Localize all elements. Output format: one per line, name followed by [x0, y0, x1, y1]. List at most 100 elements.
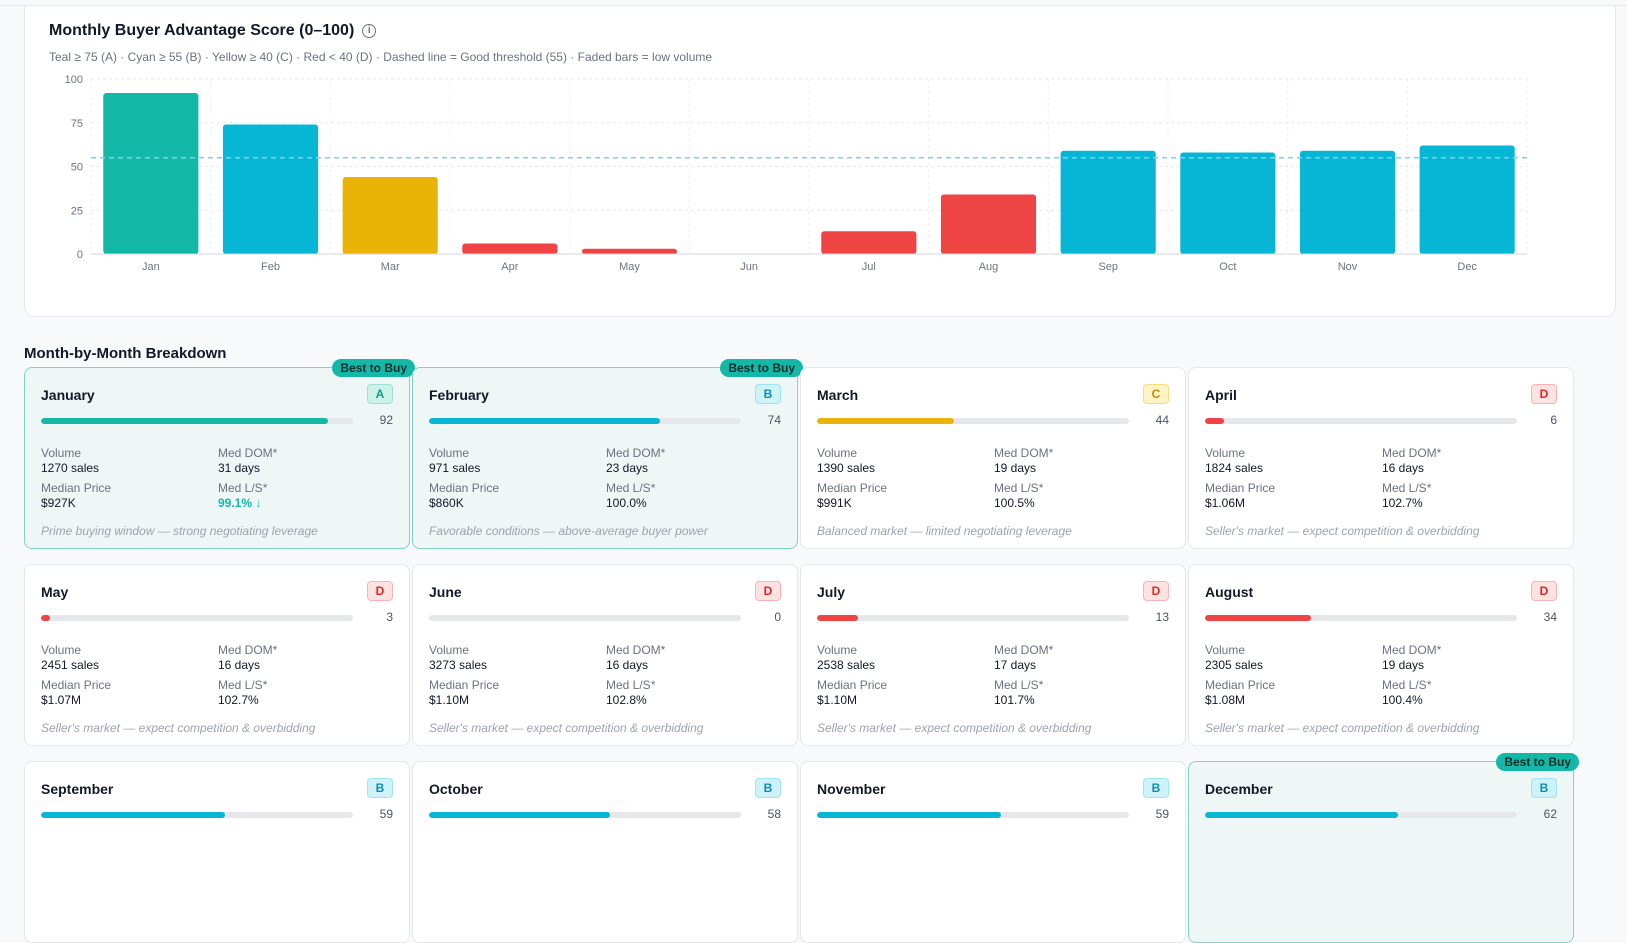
volume-label: Volume: [817, 446, 858, 460]
month-card-june[interactable]: June D 0 Volume 3273 sales Med DOM* 16 days Med…: [412, 564, 798, 746]
volume-label: Volume: [429, 446, 470, 460]
dom-value: 31 days: [218, 461, 261, 475]
volume-value: 1824 sales: [1205, 461, 1264, 475]
ls-label: Med L/S*: [994, 678, 1044, 692]
score-value: 59: [1155, 807, 1169, 821]
grade-badge: D: [755, 581, 781, 601]
month-card-may[interactable]: May D 3 Volume 2451 sales Med DOM* 16 days Medi…: [24, 564, 410, 746]
month-name: July: [817, 584, 846, 600]
grade-badge: B: [755, 384, 781, 404]
score-bar-fill: [1205, 615, 1312, 621]
price-value: $860K: [429, 496, 464, 510]
price-label: Median Price: [429, 481, 500, 495]
month-card-january[interactable]: Best to Buy January A 92 Volume 1270 sales Med…: [24, 359, 415, 549]
ls-label: Med L/S*: [1382, 481, 1432, 495]
score-value: 62: [1543, 807, 1557, 821]
volume-label: Volume: [41, 446, 82, 460]
x-tick-label: Jan: [142, 261, 160, 273]
info-icon[interactable]: i: [362, 24, 377, 38]
score-value: 34: [1543, 610, 1557, 624]
grade-badge: B: [367, 778, 393, 798]
score-bar-fill: [41, 812, 226, 818]
price-label: Median Price: [429, 678, 500, 692]
month-name: January: [41, 387, 95, 403]
volume-label: Volume: [1205, 446, 1246, 460]
dom-label: Med DOM*: [994, 446, 1054, 460]
dom-label: Med DOM*: [994, 643, 1054, 657]
score-bar-fill: [817, 615, 858, 621]
score-bar-track: [817, 615, 1129, 621]
score-value: 92: [379, 413, 393, 427]
month-name: October: [429, 781, 483, 797]
month-name: November: [817, 781, 886, 797]
score-value: 74: [767, 413, 781, 427]
month-card-february[interactable]: Best to Buy February B 74 Volume 971 sales Med…: [412, 359, 803, 549]
volume-value: 3273 sales: [429, 658, 488, 672]
top-divider: [0, 5, 1627, 6]
market-note: Seller's market — expect competition & o…: [817, 721, 1092, 735]
bar-apr: [462, 243, 558, 254]
score-bar-fill: [1205, 418, 1224, 424]
score-bar-track: [41, 812, 353, 818]
price-value: $991K: [817, 496, 852, 510]
price-value: $1.07M: [41, 693, 82, 707]
market-note: Favorable conditions — above-average buy…: [429, 524, 708, 538]
bar-jul: [821, 231, 917, 254]
month-name: April: [1205, 387, 1237, 403]
volume-value: 1270 sales: [41, 461, 100, 475]
grade-badge: D: [1143, 581, 1169, 601]
ls-label: Med L/S*: [606, 678, 656, 692]
ls-value: 102.8%: [606, 693, 647, 707]
ls-label: Med L/S*: [606, 481, 656, 495]
volume-label: Volume: [429, 643, 470, 657]
dom-value: 23 days: [606, 461, 649, 475]
ls-value: 99.1% ↓: [218, 496, 262, 510]
month-card-april[interactable]: April D 6 Volume 1824 sales Med DOM* 16 days Me…: [1188, 367, 1574, 549]
score-value: 58: [767, 807, 781, 821]
score-bar-track: [1205, 812, 1517, 818]
section-title: Month-by-Month Breakdown: [24, 345, 227, 362]
dom-label: Med DOM*: [1382, 446, 1442, 460]
month-card-september[interactable]: September B 59: [24, 761, 410, 943]
month-card-december[interactable]: Best to Buy December B 62: [1188, 753, 1579, 943]
ls-label: Med L/S*: [218, 678, 268, 692]
grade-badge: B: [755, 778, 781, 798]
month-card-august[interactable]: August D 34 Volume 2305 sales Med DOM* 19 days…: [1188, 564, 1574, 746]
month-card-july[interactable]: July D 13 Volume 2538 sales Med DOM* 17 days Me…: [800, 564, 1186, 746]
price-label: Median Price: [817, 481, 888, 495]
month-card-october[interactable]: October B 58: [412, 761, 798, 943]
dom-value: 16 days: [606, 658, 649, 672]
ls-label: Med L/S*: [994, 481, 1044, 495]
price-value: $1.06M: [1205, 496, 1246, 510]
score-value: 59: [379, 807, 393, 821]
y-tick-label: 25: [71, 205, 83, 217]
price-value: $1.10M: [817, 693, 858, 707]
grade-badge: D: [1531, 581, 1557, 601]
price-label: Median Price: [41, 481, 112, 495]
volume-value: 2538 sales: [817, 658, 876, 672]
score-bar-track: [817, 812, 1129, 818]
month-name: August: [1205, 584, 1254, 600]
volume-label: Volume: [817, 643, 858, 657]
month-card-november[interactable]: November B 59: [800, 761, 1186, 943]
dom-value: 16 days: [218, 658, 261, 672]
x-tick-label: Jul: [862, 261, 876, 273]
buyer-score-bar-chart: 0 25 50 75 100 Jan Feb Mar Apr May Jun Jul Aug Sep Oct…: [65, 74, 1528, 273]
chart-card: Monthly Buyer Advantage Score (0–100) i …: [24, 6, 1616, 317]
dom-value: 19 days: [994, 461, 1037, 475]
market-note: Balanced market — limited negotiating le…: [817, 524, 1072, 538]
y-tick-label: 100: [65, 74, 83, 86]
chart-title-row: Monthly Buyer Advantage Score (0–100) i: [49, 22, 377, 40]
price-value: $1.08M: [1205, 693, 1246, 707]
volume-value: 2305 sales: [1205, 658, 1264, 672]
score-bar-track: [429, 615, 741, 621]
ls-label: Med L/S*: [218, 481, 268, 495]
price-label: Median Price: [817, 678, 888, 692]
y-tick-label: 75: [71, 118, 83, 130]
bar-aug: [940, 194, 1037, 254]
month-card-march[interactable]: March C 44 Volume 1390 sales Med DOM* 19 days M…: [800, 367, 1186, 549]
score-bar-track: [429, 812, 741, 818]
bar-may: [581, 248, 678, 254]
score-value: 0: [774, 610, 781, 624]
dom-label: Med DOM*: [218, 643, 278, 657]
